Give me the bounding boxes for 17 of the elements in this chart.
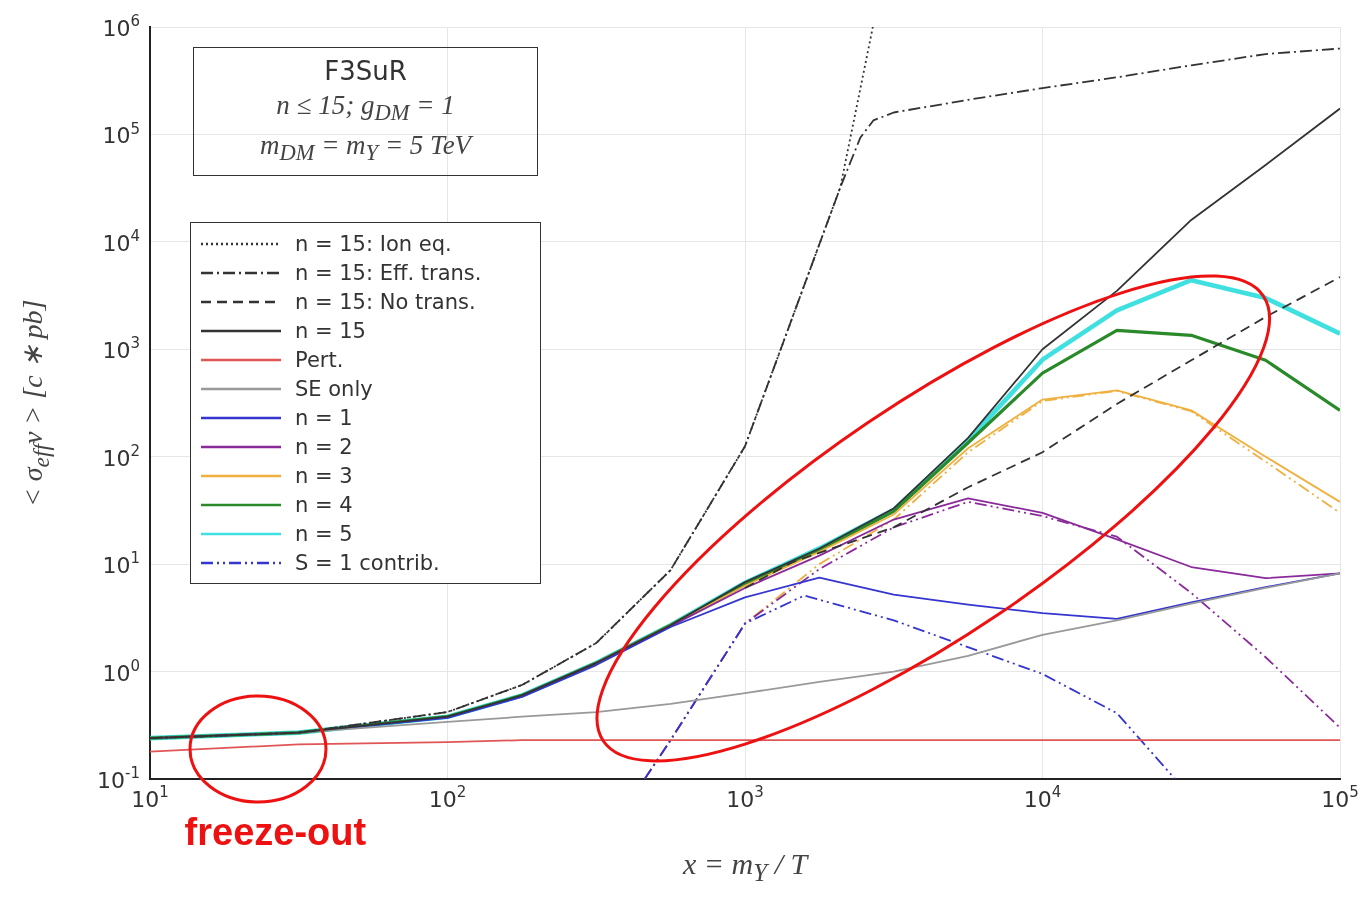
legend-label: n = 15 — [295, 318, 366, 343]
legend-label: n = 4 — [295, 492, 353, 517]
legend-label: n = 1 — [295, 405, 353, 430]
legend-label: n = 15: Eff. trans. — [295, 260, 482, 285]
annotation: freeze-out — [184, 811, 367, 854]
legend-label: SE only — [295, 376, 373, 401]
legend-label: n = 2 — [295, 434, 353, 459]
annotation: m$_{DM}$ = m$_{Y}$ = 5 TeV — [258, 130, 475, 167]
legend-label: S = 1 contrib. — [295, 550, 440, 575]
x-axis-title: x = m$_{Y}$ / T — [683, 847, 808, 887]
legend-label: n = 5 — [295, 521, 353, 546]
annotation: n ≤ 15; g$_{DM}$ = 1 — [275, 90, 456, 127]
legend-label: n = 15: Ion eq. — [295, 231, 452, 256]
legend-label: Pert. — [295, 347, 344, 372]
text: F3SuR — [323, 56, 408, 86]
legend-label: n = 15: No trans. — [295, 289, 476, 314]
legend-label: n = 3 — [295, 463, 353, 488]
